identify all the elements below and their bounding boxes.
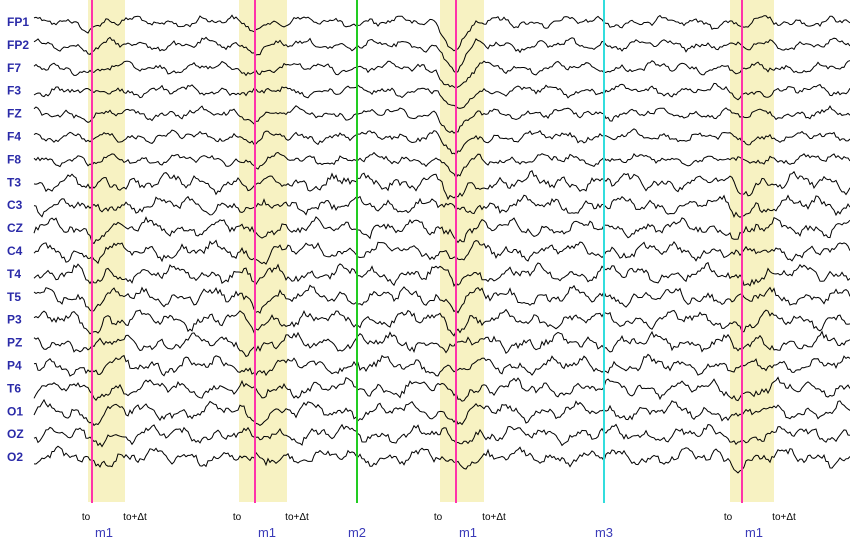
trace-t5	[33, 284, 850, 314]
channel-label: T3	[7, 175, 21, 189]
channel-label: T6	[7, 381, 21, 395]
channel-label: FZ	[7, 107, 22, 121]
marker-label-m1: m1	[258, 525, 276, 540]
marker-lines	[91, 0, 743, 503]
channel-label: PZ	[7, 336, 22, 350]
trace-t6	[33, 376, 850, 402]
trace-fz	[33, 105, 850, 134]
trace-f7	[33, 60, 850, 89]
channel-label: C4	[7, 244, 23, 258]
channel-label: O1	[7, 404, 23, 418]
channel-label: F3	[7, 84, 21, 98]
channel-label: F4	[7, 130, 21, 144]
channel-label: T5	[7, 290, 21, 304]
trace-f4	[33, 128, 850, 156]
marker-label-m1: m1	[745, 525, 763, 540]
channel-labels: FP1 FP2 F7 F3 FZ F4 F8 T3 C3 CZ C4 T4 T5 P3 PZ P4 T6 O1 OZ…	[7, 15, 29, 464]
marker-label-m1: m1	[95, 525, 113, 540]
trace-pz	[33, 330, 850, 358]
trace-c3	[33, 194, 850, 218]
trace-cz	[33, 216, 850, 245]
trace-o1	[33, 398, 850, 427]
tick-label-to-dt: to+Δt	[123, 512, 147, 523]
trace-c4	[33, 239, 850, 265]
tick-label-to: to	[233, 512, 242, 523]
trace-p4	[33, 353, 850, 377]
channel-label: FP2	[7, 38, 29, 52]
channel-label: C3	[7, 198, 23, 212]
channel-label: F8	[7, 152, 21, 166]
channel-label: P3	[7, 313, 22, 327]
marker-label-m3: m3	[595, 525, 613, 540]
marker-labels: m1 m1 m2 m1 m3 m1	[95, 525, 763, 540]
tick-label-to-dt: to+Δt	[285, 512, 309, 523]
trace-o2	[33, 445, 850, 474]
channel-label: OZ	[7, 427, 24, 441]
marker-label-m2: m2	[348, 525, 366, 540]
channel-label: T4	[7, 267, 21, 281]
channel-label: CZ	[7, 221, 23, 235]
marker-label-m1: m1	[459, 525, 477, 540]
trace-fp1	[33, 14, 850, 52]
channel-label: P4	[7, 359, 22, 373]
eeg-traces	[33, 14, 850, 474]
tick-label-to: to	[724, 512, 733, 523]
trace-f3	[33, 82, 850, 109]
channel-label: FP1	[7, 15, 29, 29]
tick-label-to-dt: to+Δt	[772, 512, 796, 523]
trace-t4	[33, 261, 850, 288]
event-windows	[88, 0, 774, 502]
event-window	[88, 0, 125, 502]
tick-label-to: to	[434, 512, 443, 523]
trace-oz	[33, 423, 850, 448]
tick-label-to-dt: to+Δt	[482, 512, 506, 523]
trace-p3	[33, 308, 850, 337]
trace-t3	[33, 170, 850, 201]
channel-label: O2	[7, 450, 23, 464]
tick-label-to: to	[82, 512, 91, 523]
time-tick-labels: to to+Δt to to+Δt to to+Δt to to+Δt	[82, 512, 796, 523]
event-window	[239, 0, 287, 502]
channel-label: F7	[7, 61, 21, 75]
trace-f8	[33, 151, 850, 179]
trace-fp2	[33, 36, 850, 74]
